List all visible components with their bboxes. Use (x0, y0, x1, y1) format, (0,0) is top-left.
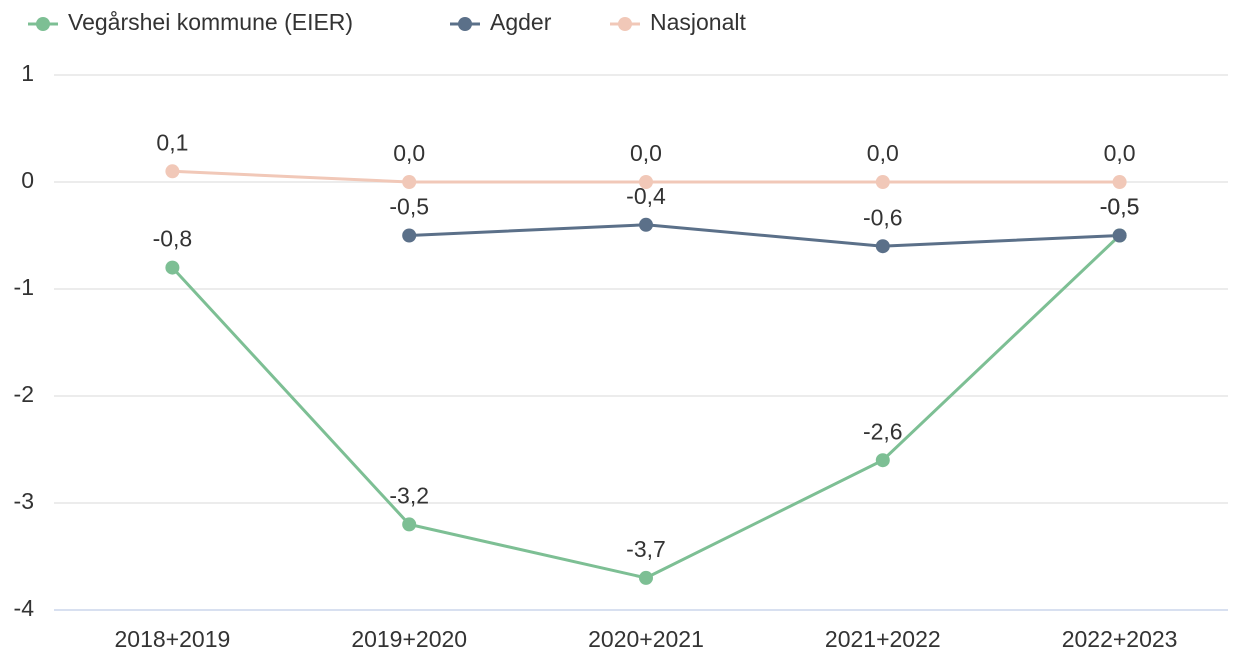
y-tick-label: -3 (14, 488, 34, 514)
legend-label: Agder (490, 9, 552, 35)
data-point (165, 260, 180, 275)
data-point (875, 453, 890, 468)
data-label: 0,1 (156, 129, 188, 155)
data-point (1112, 175, 1127, 189)
y-tick-label: -1 (14, 274, 34, 300)
legend-marker (618, 17, 632, 31)
data-point (402, 517, 417, 532)
data-label: 0,0 (393, 140, 425, 166)
data-point (639, 175, 653, 189)
data-label: -0,5 (389, 194, 429, 220)
data-label: -0,6 (863, 204, 903, 230)
y-tick-label: -2 (14, 381, 34, 407)
series-line (409, 223, 1120, 248)
data-point (639, 570, 653, 585)
data-label: -0,8 (153, 226, 193, 252)
data-label: -0,5 (1100, 194, 1140, 220)
data-label: 0,0 (867, 140, 899, 166)
data-label: -0,5 (1100, 194, 1140, 220)
legend-marker (36, 17, 50, 31)
x-tick-label: 2022+2023 (1062, 626, 1178, 652)
series-line (171, 234, 1121, 580)
data-label: 0,0 (1104, 140, 1136, 166)
data-point (639, 217, 653, 232)
x-tick-label: 2018+2019 (115, 626, 231, 652)
data-label: -3,2 (389, 482, 429, 508)
y-tick-label: 1 (21, 60, 34, 86)
data-point (165, 164, 180, 179)
data-point (402, 175, 417, 189)
data-label: 0,0 (630, 140, 662, 166)
x-tick-label: 2019+2020 (351, 626, 467, 652)
y-tick-label: 0 (21, 167, 34, 193)
data-label: -2,6 (863, 418, 903, 444)
x-tick-label: 2020+2021 (588, 626, 704, 652)
legend-label: Vegårshei kommune (EIER) (68, 9, 353, 35)
data-point (1112, 228, 1127, 243)
legend-label: Nasjonalt (650, 9, 746, 35)
legend-marker (458, 17, 472, 31)
data-point (875, 175, 890, 189)
data-point (402, 228, 417, 243)
data-point (875, 239, 890, 254)
x-tick-label: 2021+2022 (825, 626, 941, 652)
data-label: -3,7 (626, 536, 666, 562)
y-tick-label: -4 (14, 595, 35, 621)
